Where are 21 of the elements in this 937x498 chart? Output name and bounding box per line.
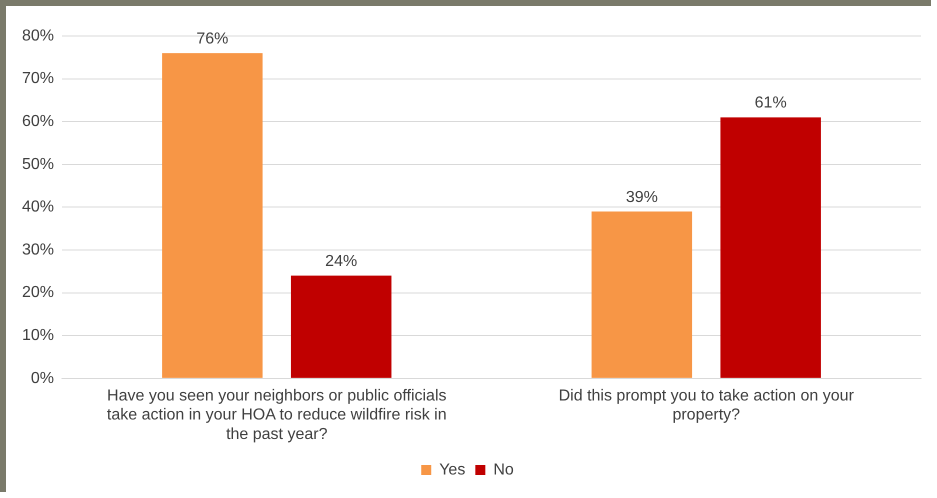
y-tick-label: 40% bbox=[22, 198, 54, 216]
y-tick-label: 70% bbox=[22, 70, 54, 88]
y-tick-label: 50% bbox=[22, 156, 54, 173]
y-tick-label: 30% bbox=[22, 241, 54, 258]
data-label: 24% bbox=[325, 253, 358, 270]
y-tick-label: 0% bbox=[30, 370, 54, 387]
y-tick-label: 80% bbox=[22, 27, 54, 44]
bar bbox=[290, 276, 392, 378]
y-tick-label: 10% bbox=[22, 327, 54, 344]
x-tick-label: Did this prompt you to take action on your property? bbox=[558, 387, 855, 424]
y-tick-label: 20% bbox=[22, 284, 54, 302]
x-tick-label: Have you seen your neighbors or public officials take action in your HOA to reduce wildfire risk in the past year? bbox=[106, 387, 447, 443]
data-label: 76% bbox=[196, 30, 228, 48]
data-label: 39% bbox=[626, 188, 658, 206]
bar bbox=[162, 53, 263, 378]
data-label: 61% bbox=[754, 94, 787, 112]
legend-label: No bbox=[493, 461, 514, 478]
y-tick-label: 60% bbox=[22, 113, 54, 130]
bar bbox=[592, 211, 692, 378]
bar bbox=[720, 117, 821, 378]
legend-label: Yes bbox=[439, 461, 466, 478]
